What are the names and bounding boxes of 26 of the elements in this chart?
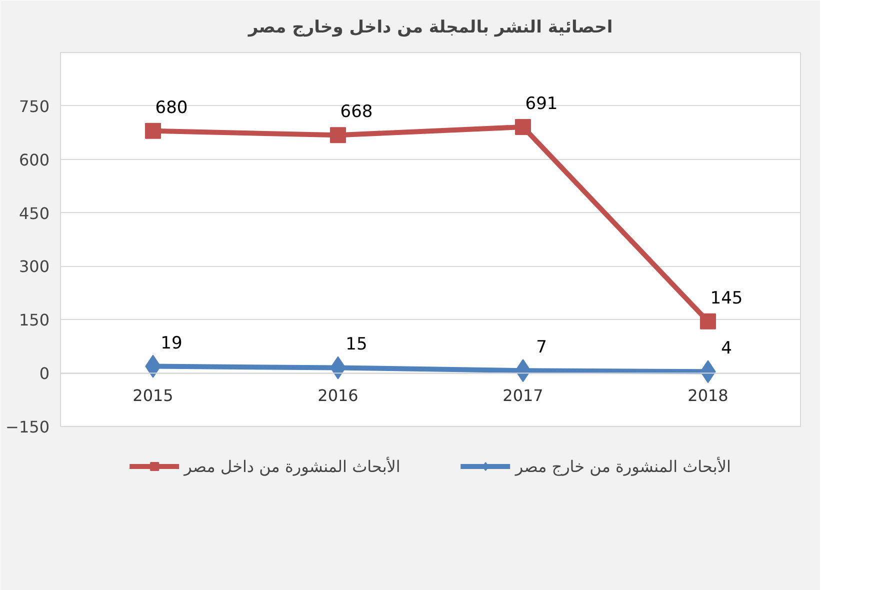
y-tick-label: 600 <box>18 150 50 170</box>
y-tick-label: 150 <box>18 310 50 330</box>
x-tick-label: 2016 <box>318 386 358 406</box>
data-label: 19 <box>160 333 182 354</box>
data-label: 680 <box>155 98 188 118</box>
x-tick-label: 2017 <box>502 386 544 406</box>
y-tick-label: 300 <box>18 257 50 276</box>
point <box>700 313 716 330</box>
point <box>515 118 531 135</box>
point <box>330 127 346 144</box>
x-tick-label: 2018 <box>688 386 728 406</box>
data-label: 7 <box>536 338 547 358</box>
data-label: 145 <box>710 288 743 308</box>
x-tick-label: 2015 <box>132 386 174 406</box>
chart-title: احصائية النشر بالمجلة من داخل وخارج مصر <box>247 18 613 38</box>
y-tick-label: 0 <box>39 364 50 384</box>
y-tick-label: 750 <box>18 96 50 116</box>
data-label: 668 <box>340 102 373 122</box>
legend-label: الأبحاث المنشورة من داخل مصر <box>184 456 400 476</box>
legend-label: الأبحاث المنشورة من خارج مصر <box>515 456 731 476</box>
y-tick-label: 450 <box>18 204 50 223</box>
point <box>145 122 161 139</box>
data-label: 4 <box>721 338 732 359</box>
y-tick-label: −150 <box>6 418 50 436</box>
data-label: 15 <box>346 334 368 355</box>
data-label: 691 <box>525 94 558 114</box>
